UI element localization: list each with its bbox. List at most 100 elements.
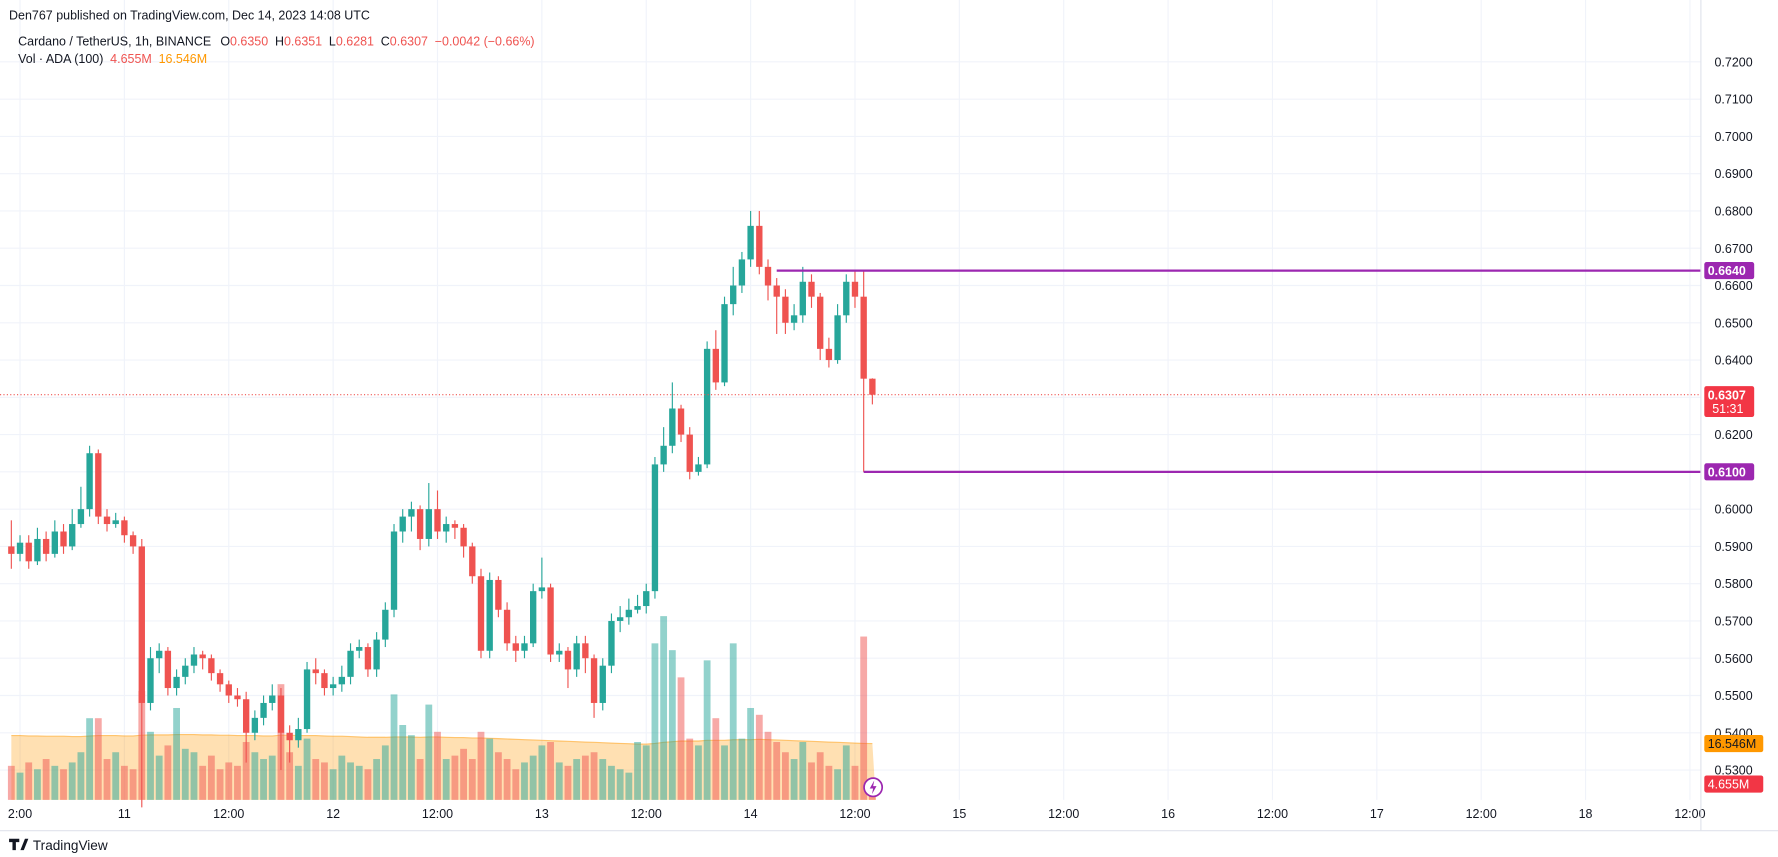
- y-tick-label: 0.6700: [1715, 242, 1753, 256]
- y-tick-label: 0.6900: [1715, 167, 1753, 181]
- candle-body: [356, 647, 363, 651]
- volume-bar: [790, 759, 798, 800]
- candle-body: [234, 695, 241, 700]
- volume-bar: [234, 765, 241, 800]
- volume-bar: [120, 765, 128, 800]
- candle-body: [338, 676, 346, 685]
- x-tick-label: 17: [1370, 807, 1384, 821]
- volume-bar: [512, 769, 520, 800]
- candle-body: [608, 620, 615, 666]
- volume-bar: [381, 745, 389, 800]
- candle-body: [77, 509, 85, 525]
- candle-body: [825, 348, 833, 361]
- candle-body: [721, 304, 728, 383]
- volume-ma-line: [11, 733, 873, 745]
- volume-bar: [129, 769, 137, 800]
- candle-body: [869, 378, 876, 395]
- volume-bar: [103, 759, 111, 800]
- legend-key: C: [381, 35, 390, 49]
- last-price-bg: [1704, 386, 1755, 417]
- volume-bar: [695, 745, 702, 800]
- candle-body: [503, 609, 511, 644]
- candle-body: [242, 699, 250, 733]
- x-tick-label: 14: [744, 807, 758, 821]
- volume-bar: [451, 755, 459, 800]
- candle-body: [486, 579, 493, 651]
- candle-body: [216, 673, 224, 685]
- legend-value: 0.6281: [336, 35, 374, 49]
- candle-body: [51, 531, 58, 554]
- volume-bar: [190, 752, 198, 800]
- y-tick-label: 0.5800: [1715, 577, 1753, 591]
- volume-axis-label: 4.655M: [1708, 778, 1750, 792]
- volume-bar: [494, 752, 502, 800]
- y-tick-label: 0.7200: [1715, 55, 1753, 69]
- legend-key: L: [329, 35, 336, 49]
- candle-body: [8, 546, 15, 554]
- volume-bar: [94, 718, 102, 800]
- candle-body: [208, 658, 215, 674]
- candle-body: [634, 606, 641, 610]
- candle-body: [173, 676, 180, 689]
- volume-bar: [7, 765, 15, 800]
- volume-bar: [529, 755, 537, 800]
- volume-bar: [642, 745, 650, 800]
- level-label: 0.6100: [1708, 465, 1746, 479]
- candle-body: [860, 296, 867, 379]
- volume-bar: [616, 769, 624, 800]
- candle-body: [295, 729, 302, 741]
- candle-body: [408, 509, 415, 517]
- volume-bar: [703, 660, 711, 800]
- volume-bar: [199, 765, 207, 800]
- y-tick-label: 0.6400: [1715, 354, 1753, 368]
- volume-bar: [207, 755, 215, 800]
- candle-body: [669, 408, 676, 446]
- volume-bar: [764, 731, 772, 800]
- volume-bar: [408, 735, 415, 800]
- volume-ma-legend-value: 16.546M: [159, 52, 208, 66]
- candle-body: [651, 464, 659, 592]
- candle-body: [425, 509, 432, 539]
- candle-body: [329, 684, 337, 689]
- candle-body: [286, 732, 293, 741]
- volume-bar: [555, 762, 563, 800]
- volume-bar: [225, 762, 233, 800]
- x-tick-label: 12:00: [213, 807, 244, 821]
- volume-bar: [434, 731, 441, 800]
- volume-bar: [825, 765, 833, 800]
- candle-body: [643, 591, 650, 607]
- candle-body: [121, 520, 128, 536]
- x-tick-label: 11: [118, 807, 131, 821]
- y-tick-label: 0.5300: [1715, 764, 1753, 778]
- candle-body: [469, 546, 476, 577]
- volume-bar: [155, 755, 163, 800]
- candle-body: [625, 609, 633, 618]
- y-tick-label: 0.6600: [1715, 279, 1753, 293]
- candle-body: [390, 531, 398, 610]
- volume-bar: [25, 762, 33, 800]
- volume-bar: [460, 748, 468, 800]
- candle-body: [582, 643, 589, 659]
- candle-body: [382, 609, 389, 640]
- candle-body: [573, 643, 580, 670]
- volume-bar: [373, 759, 381, 800]
- volume-bar: [312, 759, 320, 800]
- volume-bar: [521, 762, 528, 800]
- candle-body: [538, 587, 546, 592]
- volume-bar: [51, 765, 59, 800]
- candle-body: [773, 285, 780, 297]
- candle-body: [347, 650, 354, 677]
- volume-bar: [355, 765, 363, 800]
- volume-bar: [842, 745, 850, 800]
- volume-bar: [268, 755, 276, 800]
- candle-body: [547, 587, 554, 655]
- x-tick-label: 12:00: [1674, 807, 1705, 821]
- volume-bar: [338, 755, 346, 800]
- volume-bar: [181, 748, 189, 800]
- logo-mark: [9, 838, 29, 851]
- candle-body: [747, 225, 754, 260]
- volume-axis-label: 16.546M: [1708, 737, 1757, 751]
- y-tick-label: 0.5600: [1715, 652, 1753, 666]
- volume-bar: [486, 738, 494, 800]
- volume-label-bg: [1704, 734, 1764, 753]
